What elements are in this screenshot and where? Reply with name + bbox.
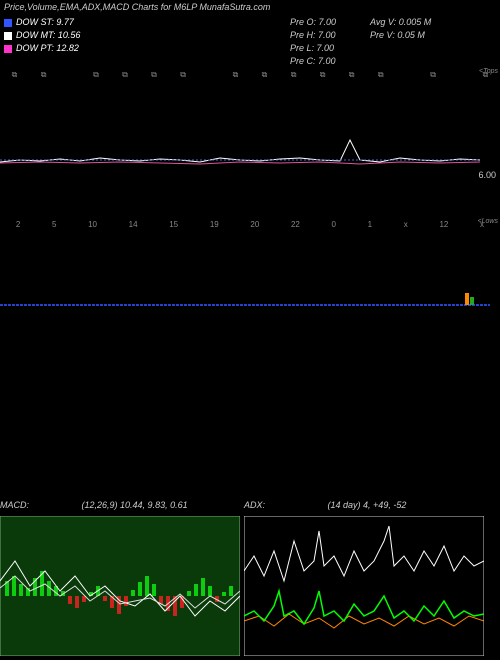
prev-ohlc: Pre O: 7.00 Pre H: 7.00 Pre L: 7.00 Pre … [290, 16, 336, 68]
dow-mt-color [4, 32, 12, 40]
bot-markers: 2510141519202201x12x [0, 220, 500, 229]
prev-volume: Avg V: 0.005 M Pre V: 0.05 M [370, 16, 431, 42]
dow-pt-row: DOW PT: 12.82 [4, 42, 80, 55]
empty-chart [0, 340, 500, 490]
price-chart-svg [0, 70, 490, 200]
prev-low: Pre L: 7.00 [290, 42, 336, 55]
macd-title: MACD: [0, 500, 29, 510]
dow-pt-label: DOW PT: 12.82 [16, 42, 79, 55]
dow-st-row: DOW ST: 9.77 [4, 16, 80, 29]
dow-st-label: DOW ST: 9.77 [16, 16, 74, 29]
macd-label-row: MACD: (12,26,9) 10.44, 9.83, 0.61 [0, 500, 240, 514]
adx-label-row: ADX: (14 day) 4, +49, -52 [244, 500, 484, 514]
prev-high: Pre H: 7.00 [290, 29, 336, 42]
dow-labels: DOW ST: 9.77 DOW MT: 10.56 DOW PT: 12.82 [4, 16, 80, 55]
prev-volume-val: Pre V: 0.05 M [370, 29, 431, 42]
dow-mt-label: DOW MT: 10.56 [16, 29, 80, 42]
adx-title: ADX: [244, 500, 265, 510]
volume-chart: <Lows 2510141519202201x12x [0, 220, 500, 330]
top-markers: ⧉⧉⧉⧉⧉⧉⧉⧉⧉⧉⧉⧉⧉⧉ [0, 70, 500, 80]
chart-title: Price,Volume,EMA,ADX,MACD Charts for M6L… [0, 0, 500, 14]
adx-chart: ADX: (14 day) 4, +49, -52 [244, 500, 484, 656]
prev-open: Pre O: 7.00 [290, 16, 336, 29]
dow-pt-color [4, 45, 12, 53]
price-tick: 6.00 [478, 170, 496, 180]
price-chart: <Tops ⧉⧉⧉⧉⧉⧉⧉⧉⧉⧉⧉⧉⧉⧉ 6.00 [0, 70, 500, 200]
adx-params: (14 day) 4, +49, -52 [328, 500, 407, 510]
bottom-indicator-row: MACD: (12,26,9) 10.44, 9.83, 0.61 ADX: (… [0, 500, 484, 656]
prev-close: Pre C: 7.00 [290, 55, 336, 68]
adx-svg [244, 516, 484, 656]
macd-svg [0, 516, 240, 656]
volume-chart-svg [0, 220, 490, 330]
dow-st-color [4, 19, 12, 27]
macd-chart: MACD: (12,26,9) 10.44, 9.83, 0.61 [0, 500, 240, 656]
dow-mt-row: DOW MT: 10.56 [4, 29, 80, 42]
macd-params: (12,26,9) 10.44, 9.83, 0.61 [82, 500, 188, 510]
avg-volume: Avg V: 0.005 M [370, 16, 431, 29]
